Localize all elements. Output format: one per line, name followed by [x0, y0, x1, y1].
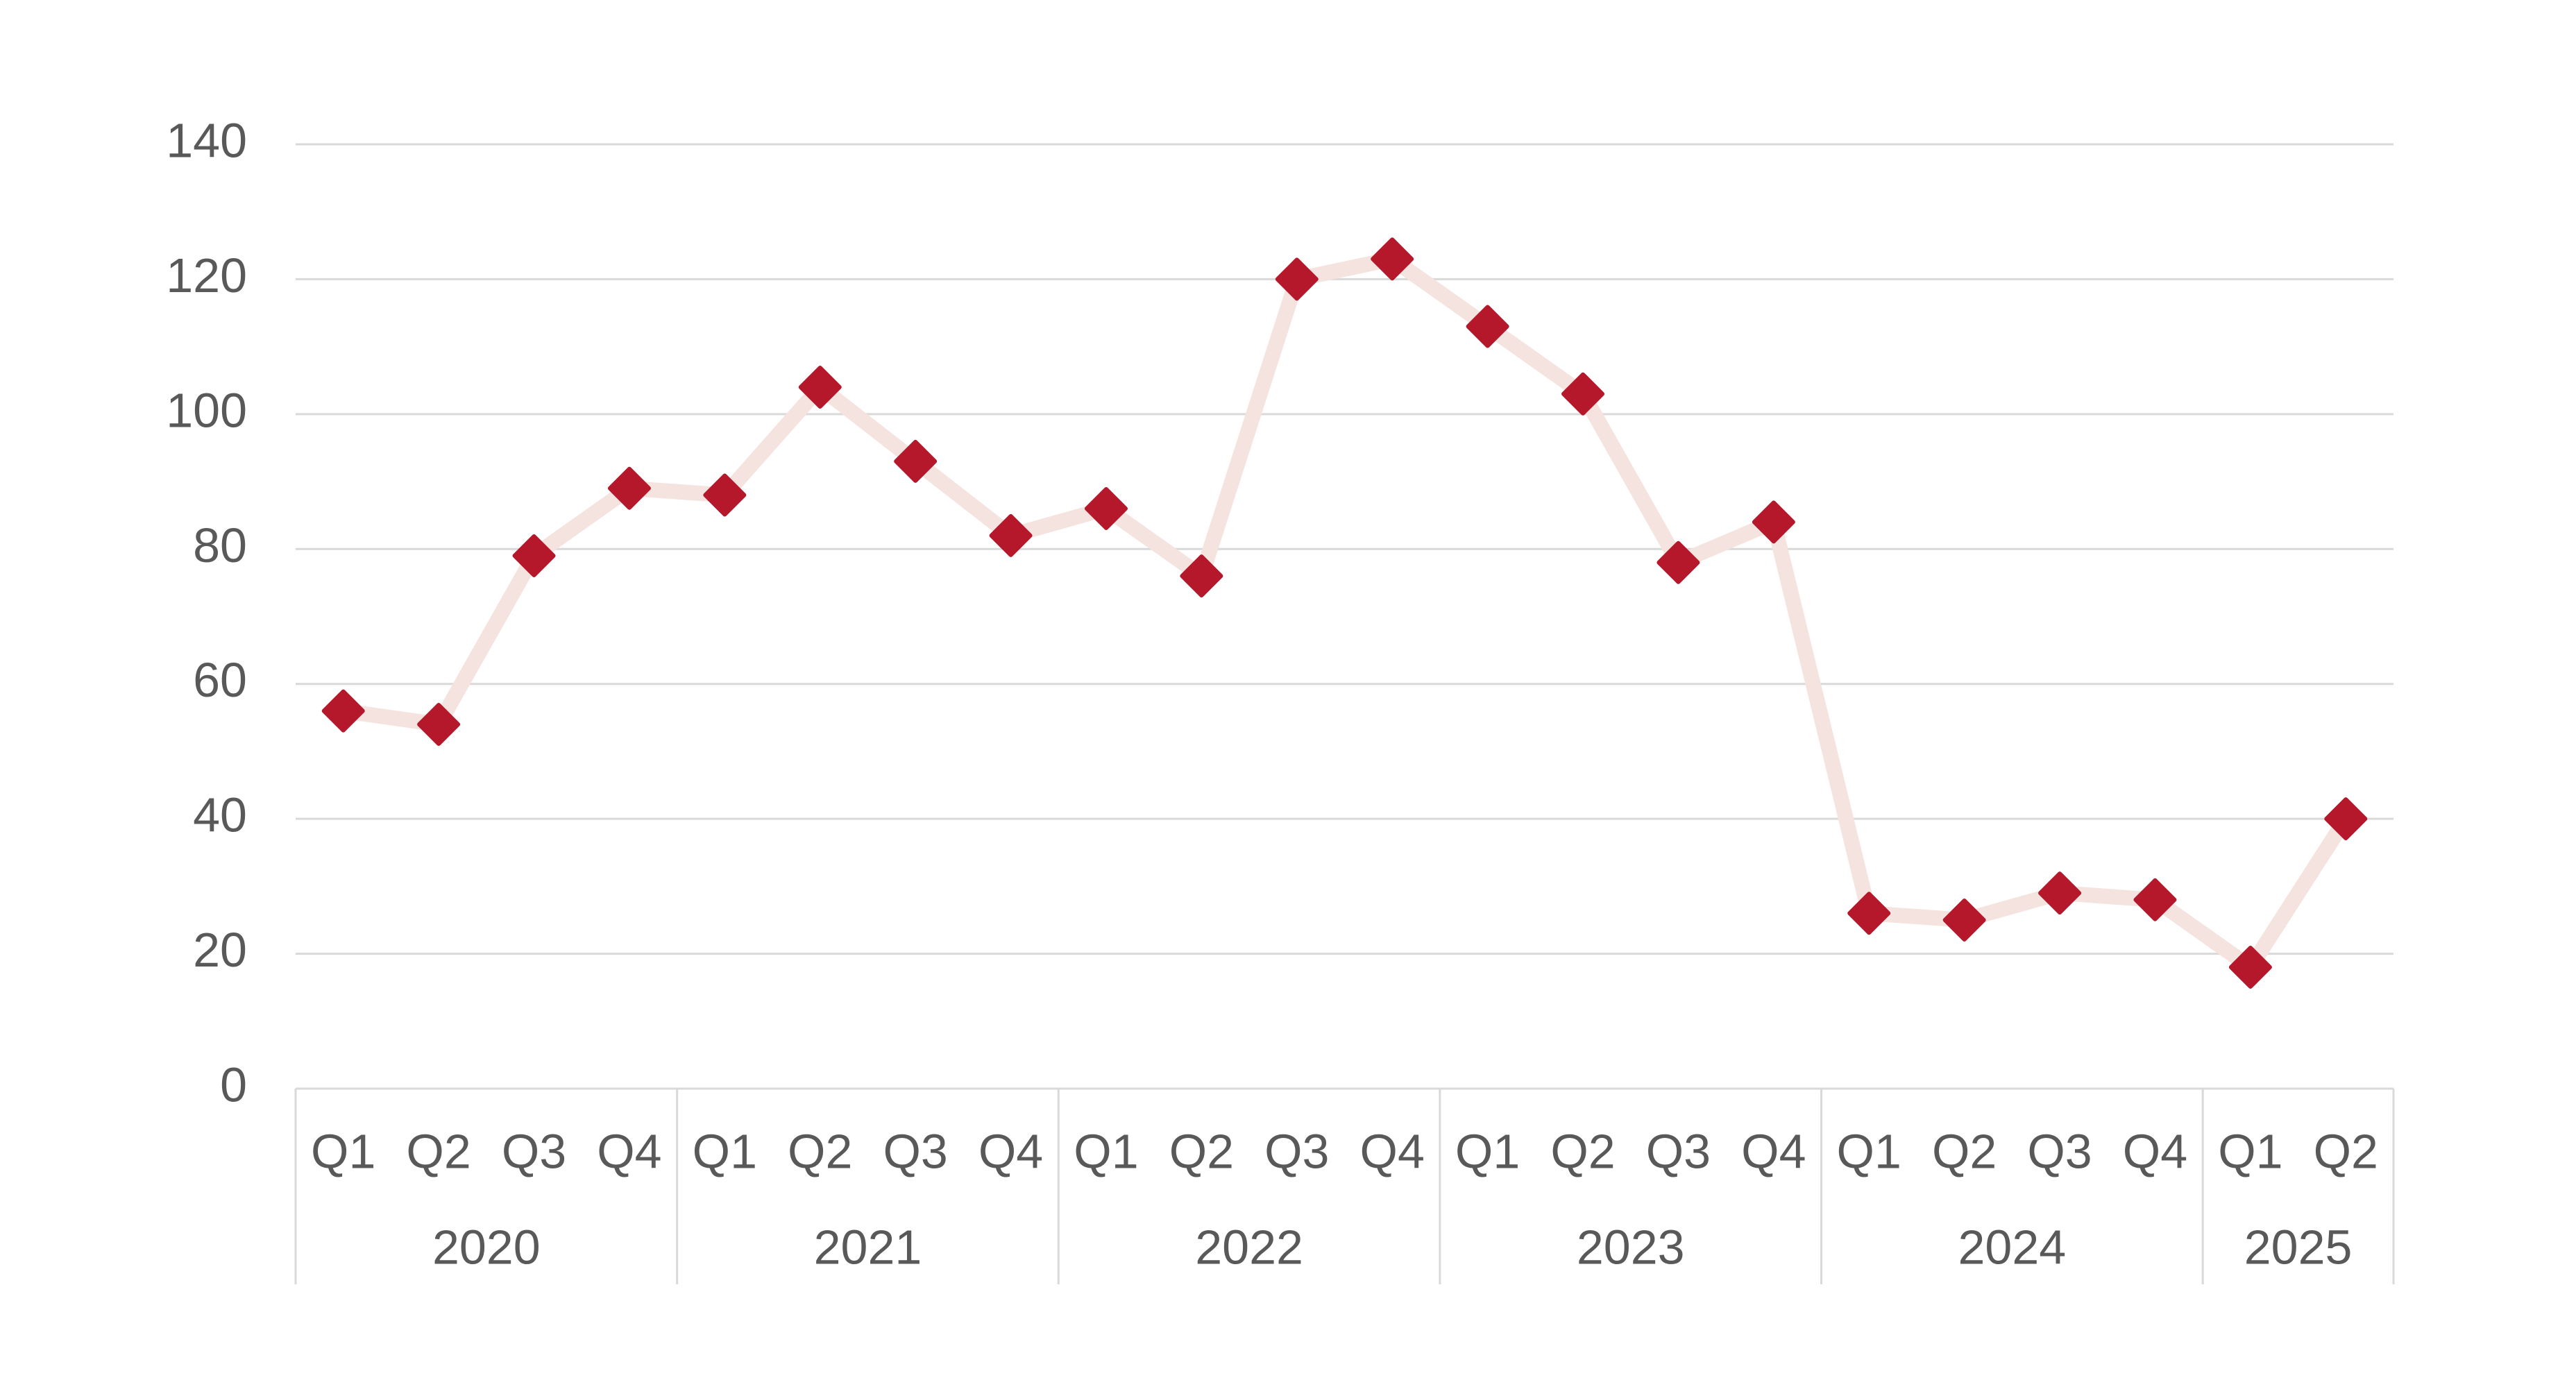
marker [1275, 257, 1319, 301]
marker [1180, 554, 1223, 598]
x-tick-label: Q1 [1074, 1124, 1138, 1178]
x-tick-label: Q4 [978, 1124, 1043, 1178]
group-label: 2022 [1195, 1220, 1303, 1274]
x-tick-label: Q4 [1741, 1124, 1806, 1178]
x-tick-label: Q2 [406, 1124, 471, 1178]
y-tick-label: 80 [193, 518, 247, 572]
marker [989, 513, 1033, 557]
x-tick-label: Q3 [1264, 1124, 1329, 1178]
x-tick-label: Q2 [788, 1124, 852, 1178]
x-tick-label: Q1 [311, 1124, 375, 1178]
x-tick-label: Q2 [1550, 1124, 1615, 1178]
marker [1656, 540, 1700, 584]
x-tick-label: Q4 [1360, 1124, 1425, 1178]
y-tick-label: 40 [193, 788, 247, 842]
marker [1371, 237, 1414, 281]
x-tick-label: Q2 [2314, 1124, 2378, 1178]
y-tick-label: 60 [193, 653, 247, 707]
y-tick-label: 0 [220, 1057, 247, 1112]
group-label: 2024 [1958, 1220, 2066, 1274]
marker [798, 365, 842, 409]
marker [1561, 372, 1605, 416]
marker [2228, 946, 2272, 989]
x-tick-label: Q3 [2027, 1124, 2092, 1178]
marker [1466, 305, 1509, 348]
marker [1847, 892, 1891, 935]
marker [2324, 797, 2368, 841]
x-tick-label: Q2 [1932, 1124, 1997, 1178]
marker [417, 703, 461, 747]
marker [2038, 871, 2082, 915]
series-line [342, 251, 2353, 976]
x-tick-label: Q1 [1837, 1124, 1901, 1178]
marker [607, 466, 651, 510]
x-tick-label: Q2 [1169, 1124, 1234, 1178]
x-tick-label: Q4 [2123, 1124, 2187, 1178]
y-tick-label: 120 [166, 248, 247, 303]
x-tick-label: Q1 [693, 1124, 757, 1178]
x-tick-label: Q3 [1646, 1124, 1711, 1178]
marker [703, 473, 747, 517]
x-tick-label: Q1 [2218, 1124, 2282, 1178]
x-tick-label: Q4 [597, 1124, 661, 1178]
y-tick-label: 20 [193, 923, 247, 977]
y-tick-label: 140 [166, 113, 247, 167]
x-tick-label: Q1 [1455, 1124, 1520, 1178]
marker [321, 689, 365, 733]
x-tick-label: Q3 [502, 1124, 566, 1178]
group-label: 2025 [2244, 1220, 2353, 1274]
marker [512, 534, 556, 578]
group-label: 2023 [1577, 1220, 1685, 1274]
marker [1942, 898, 1986, 942]
y-tick-label: 100 [166, 383, 247, 437]
marker [1084, 486, 1128, 530]
marker [1752, 500, 1795, 544]
group-label: 2020 [432, 1220, 541, 1274]
marker [894, 439, 938, 483]
x-tick-label: Q3 [883, 1124, 947, 1178]
group-label: 2021 [814, 1220, 922, 1274]
marker [2133, 878, 2177, 921]
